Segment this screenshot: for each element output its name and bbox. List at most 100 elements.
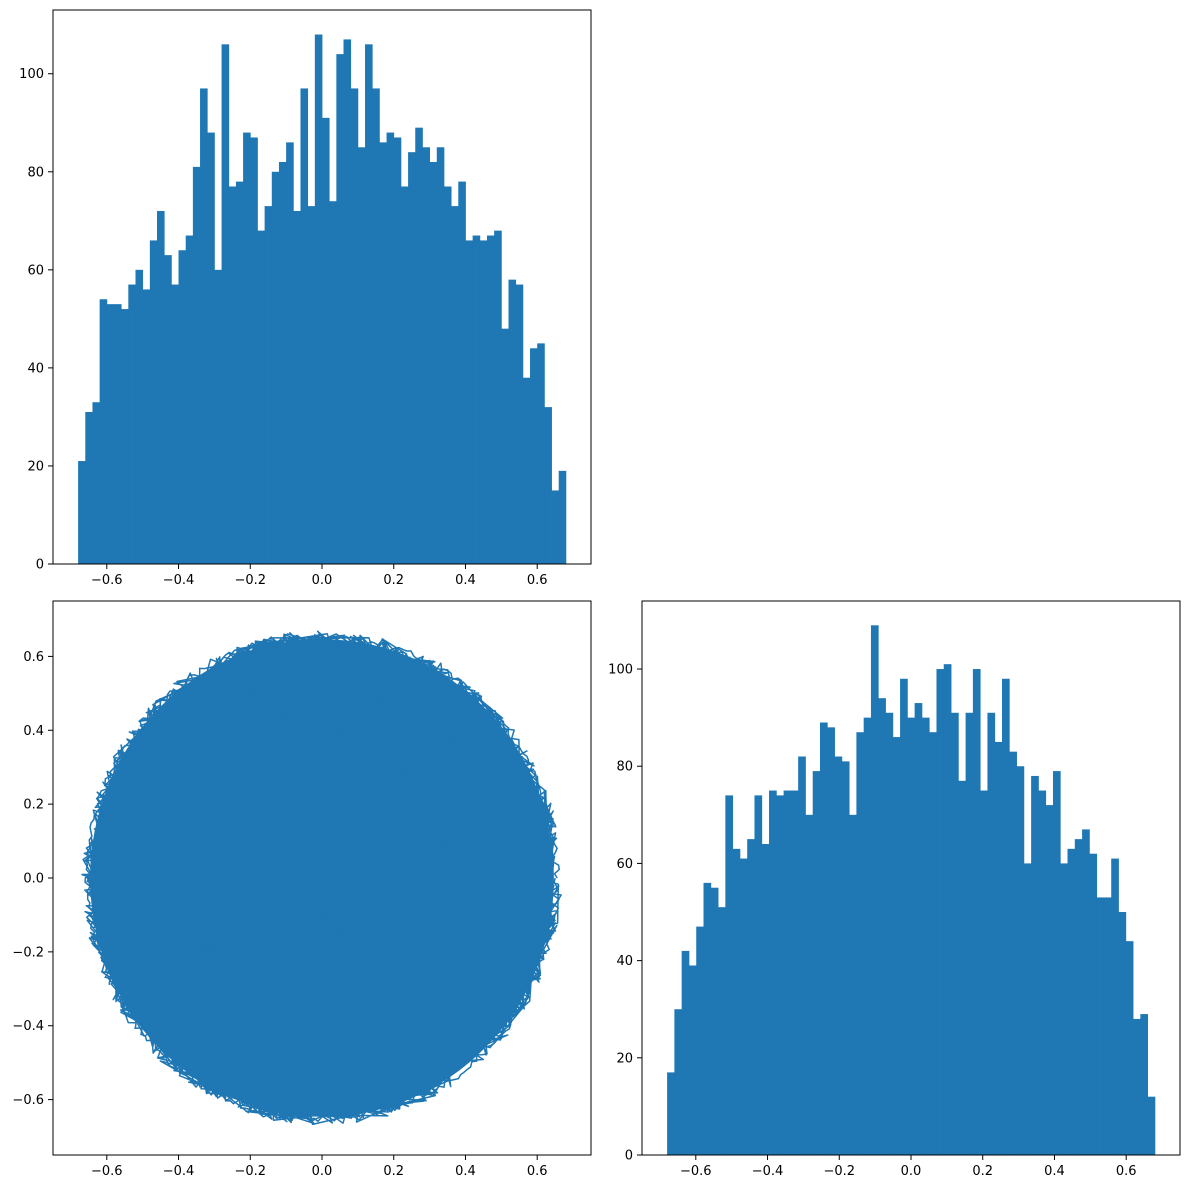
histogram-bar <box>508 279 517 564</box>
y-tick-label: 0.4 <box>23 724 44 739</box>
histogram-bar <box>379 142 387 564</box>
histogram-bar <box>185 235 194 564</box>
histogram-bar <box>972 669 981 1155</box>
x-tick-label: −0.2 <box>234 1164 266 1179</box>
histogram-bar <box>85 412 93 564</box>
histogram-bar <box>250 137 258 564</box>
histogram-bar <box>849 814 857 1155</box>
histogram-bar <box>393 137 402 564</box>
y-tick-label: 60 <box>616 857 633 872</box>
histogram-bar <box>164 255 172 564</box>
histogram-bar <box>1118 912 1127 1155</box>
y-tick-label: 100 <box>19 67 44 82</box>
histogram-bar <box>78 461 86 564</box>
y-tick-label: 80 <box>616 760 633 775</box>
histogram-bar <box>558 470 567 564</box>
histogram-bar <box>135 269 144 564</box>
x-tick-label: 0.2 <box>383 1164 404 1179</box>
histogram-bar <box>1009 751 1017 1155</box>
histogram-bar <box>522 377 531 564</box>
histogram-bar <box>142 289 151 564</box>
histogram-bar <box>863 717 872 1155</box>
y-tick-label: −0.6 <box>12 1093 44 1108</box>
histogram-bar <box>422 147 430 564</box>
axes-frame <box>641 600 1181 1156</box>
histogram-bar <box>827 727 835 1155</box>
histogram-bar <box>200 88 208 564</box>
histogram-bar <box>157 211 165 564</box>
histogram-bar <box>1060 863 1068 1155</box>
histogram-bar <box>703 882 712 1155</box>
histogram-bar <box>1067 848 1076 1155</box>
histogram-bar <box>776 795 784 1155</box>
top-histogram-panel: −0.6 −0.4 −0.2 0.0 0.2 0.4 0.6 0 20 40 60 80 100 <box>19 9 592 588</box>
trajectory-panel: −0.6 −0.4 −0.2 0.0 0.2 0.4 0.6 −0.6 −0.4 −0.2 0.0 0… <box>12 600 592 1179</box>
x-tick-label: −0.2 <box>823 1164 855 1179</box>
histogram-bar <box>900 678 908 1155</box>
histogram-bar <box>293 211 301 564</box>
histogram-bar <box>1074 839 1083 1155</box>
histogram-bar <box>99 299 108 564</box>
histogram-bar <box>987 712 996 1155</box>
y-tick-label: 0.6 <box>23 650 44 665</box>
histogram-bar <box>551 490 560 564</box>
x-tick-label: 0.4 <box>1044 1164 1065 1179</box>
histogram-bar <box>314 34 323 564</box>
histogram-bar <box>113 304 122 564</box>
histogram-bar <box>149 240 158 564</box>
histogram-bar <box>951 712 959 1155</box>
y-tick-label: −0.2 <box>12 945 44 960</box>
histogram-bar <box>530 348 538 564</box>
histogram-bar <box>1038 790 1047 1155</box>
histogram-bar <box>1125 941 1134 1155</box>
histogram-bar <box>732 848 741 1155</box>
histogram-bar <box>92 402 101 564</box>
histogram-bar <box>1140 1014 1149 1155</box>
x-tick-label: −0.6 <box>91 1164 123 1179</box>
histogram-bar <box>286 142 294 564</box>
histogram-bar <box>178 250 187 564</box>
histogram-bar <box>494 230 502 564</box>
histogram-bar <box>106 304 115 564</box>
histogram-bar <box>264 206 273 564</box>
y-tick-label: 40 <box>616 954 633 969</box>
x-tick-label: −0.4 <box>752 1164 784 1179</box>
histogram-bar <box>336 54 344 564</box>
histogram-bar <box>870 625 879 1155</box>
histogram-bar <box>725 795 734 1155</box>
x-tick-label: −0.6 <box>91 573 123 588</box>
histogram-bar <box>747 839 755 1155</box>
histogram-bar <box>1103 897 1112 1155</box>
histogram-bar <box>300 88 309 564</box>
axes-frame <box>52 600 592 1156</box>
histogram-bar <box>1082 829 1090 1155</box>
histogram-bar <box>790 790 799 1155</box>
histogram-bar <box>761 843 770 1155</box>
histogram-bar <box>943 664 952 1155</box>
x-tick-label: 0.6 <box>527 1164 548 1179</box>
histogram-bar <box>537 343 545 564</box>
x-tick-label: 0.4 <box>455 1164 476 1179</box>
histogram-bar <box>443 186 452 564</box>
histogram-bar <box>408 152 416 564</box>
histogram-bar <box>515 284 524 564</box>
histogram-bar <box>243 132 251 564</box>
histogram-bar <box>754 795 763 1155</box>
histogram-bar <box>667 1072 675 1155</box>
histogram-bar <box>1002 678 1010 1155</box>
histogram-bar <box>278 161 287 564</box>
histogram-bar <box>329 201 337 564</box>
histogram-bar <box>121 309 129 564</box>
y-tick-label: 0.2 <box>23 798 44 813</box>
x-tick-label: 0.0 <box>312 573 333 588</box>
trajectory-rim <box>84 634 560 1123</box>
histogram-bar <box>834 756 843 1155</box>
x-tick-label: −0.2 <box>234 573 266 588</box>
histogram-bar <box>458 181 466 564</box>
histogram-bar <box>1133 1018 1141 1155</box>
y-tick-label: 0.0 <box>23 872 44 887</box>
histogram-bar <box>907 717 916 1155</box>
histogram-bar <box>1111 858 1119 1155</box>
histogram-bar <box>1031 775 1039 1155</box>
